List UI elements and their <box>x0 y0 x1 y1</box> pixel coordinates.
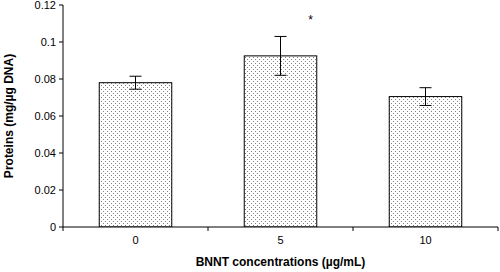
y-tick <box>59 227 63 228</box>
error-cap <box>420 87 432 88</box>
annotation: * <box>308 13 313 27</box>
x-tick-label: 0 <box>132 234 138 246</box>
y-tick <box>59 190 63 191</box>
y-tick-label: 0.02 <box>35 184 56 196</box>
error-cap <box>275 36 287 37</box>
error-bar <box>130 76 142 89</box>
y-tick <box>59 42 63 43</box>
error-bar <box>275 36 287 75</box>
error-line <box>135 76 136 89</box>
y-tick <box>59 5 63 6</box>
x-axis <box>63 227 498 228</box>
error-line <box>280 36 281 75</box>
y-axis-label: Proteins (mg/µg DNA) <box>2 54 16 178</box>
error-cap <box>130 76 142 77</box>
x-tick <box>63 227 64 231</box>
x-tick-label: 10 <box>419 234 431 246</box>
bar <box>99 83 172 227</box>
error-line <box>425 88 426 106</box>
y-tick <box>59 79 63 80</box>
x-axis-label: BNNT concentrations (µg/mL) <box>196 255 366 269</box>
y-tick-label: 0.12 <box>35 0 56 11</box>
y-tick-label: 0.1 <box>41 36 56 48</box>
error-bar <box>420 88 432 106</box>
bar <box>389 97 462 227</box>
y-tick-label: 0.06 <box>35 110 56 122</box>
y-tick <box>59 153 63 154</box>
x-tick-label: 5 <box>277 234 283 246</box>
y-tick <box>59 116 63 117</box>
y-tick-label: 0.04 <box>35 147 56 159</box>
x-tick <box>498 227 499 231</box>
x-tick <box>208 227 209 231</box>
bar <box>244 56 317 227</box>
y-tick-label: 0 <box>50 221 56 233</box>
error-cap <box>130 89 142 90</box>
y-tick-label: 0.08 <box>35 73 56 85</box>
error-cap <box>420 105 432 106</box>
bars <box>99 36 462 227</box>
error-cap <box>275 75 287 76</box>
chart: 0 0.02 0.04 0.06 0.08 0.1 0.12 0 5 10 BNNT concent… <box>0 0 500 272</box>
x-tick <box>353 227 354 231</box>
